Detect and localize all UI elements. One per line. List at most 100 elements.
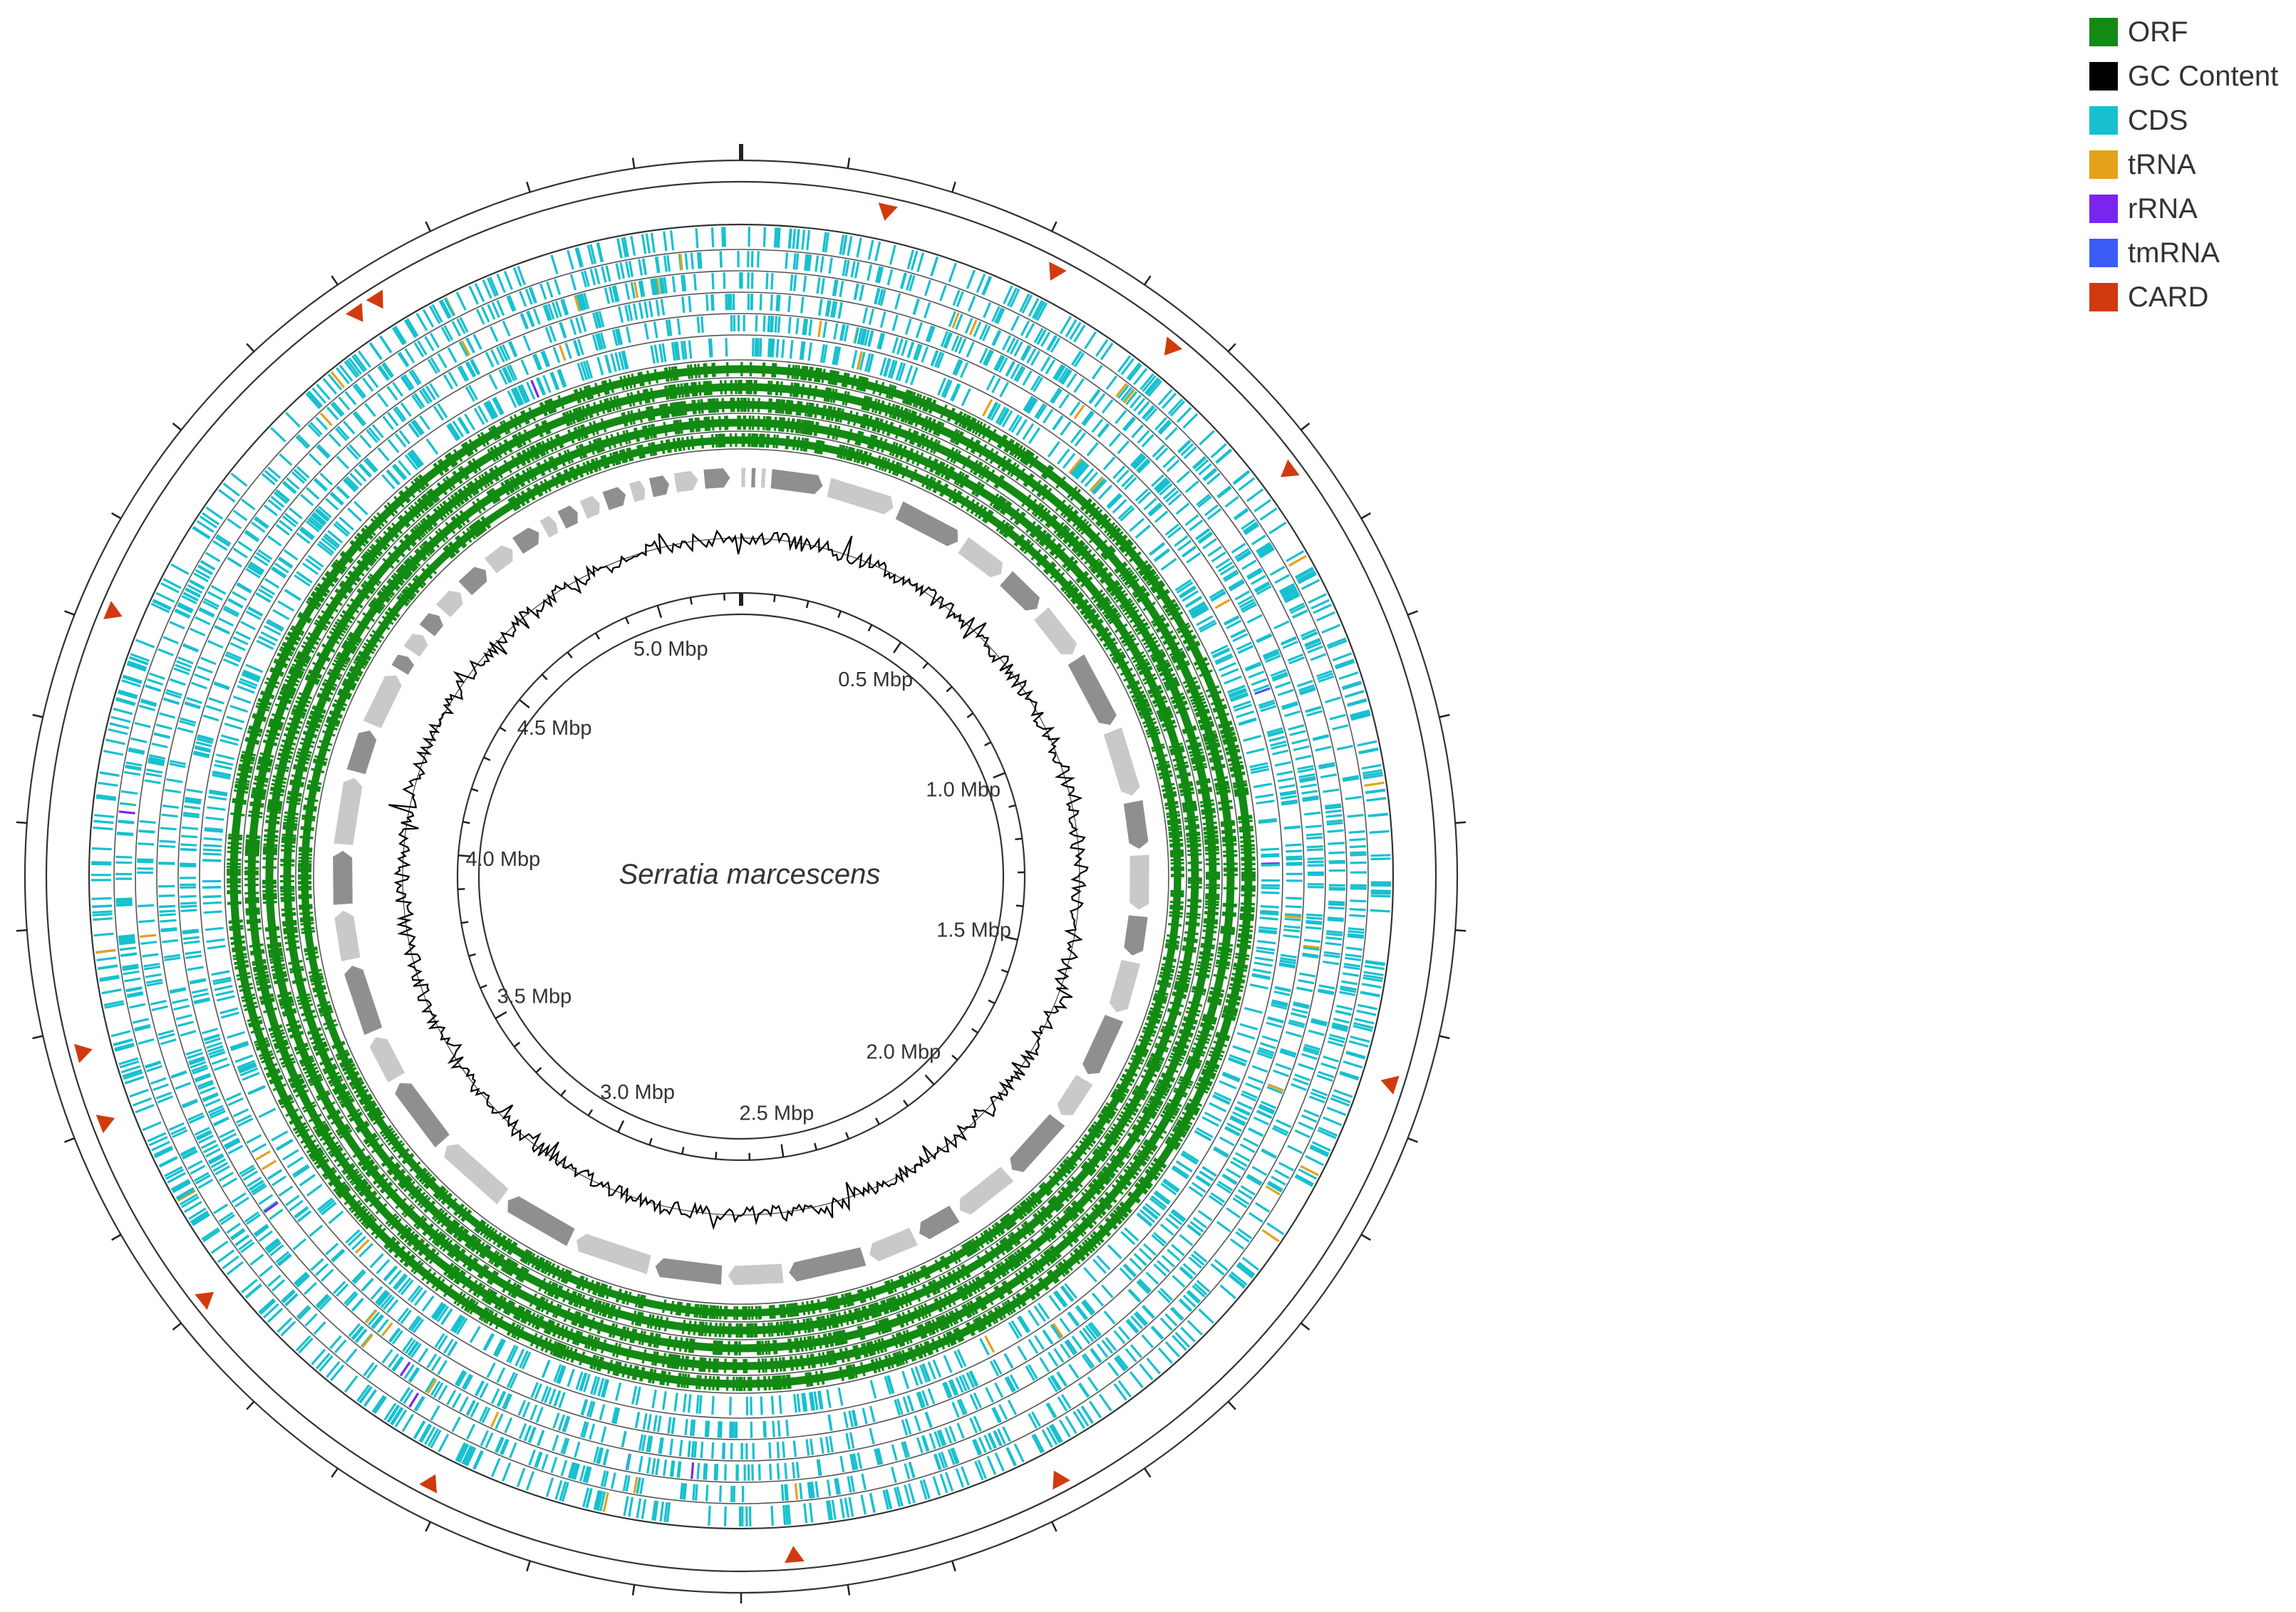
orf-feature [477,433,487,448]
orf-feature [341,1162,354,1174]
orf-feature [482,1309,492,1323]
cds-feature [1017,1345,1028,1361]
orf-feature [476,1284,486,1298]
cds-feature [1327,916,1345,921]
cds-feature [429,332,440,348]
cds-feature [1058,393,1070,409]
cds-feature [212,539,228,551]
orf-feature [1211,763,1226,770]
cds-feature [829,1435,834,1453]
orf-feature [693,363,698,378]
cds-feature [691,1441,695,1458]
orf-feature [1097,1225,1110,1237]
cds-feature [915,344,923,361]
cds-feature [365,1309,378,1324]
cds-feature [485,351,495,368]
cds-feature [529,1404,538,1421]
cds-feature [1279,1050,1296,1058]
cds-feature [1154,417,1168,431]
cds-feature [1246,488,1264,502]
cds-feature [789,340,794,359]
orf-feature [453,448,463,463]
cds-feature [220,1214,235,1226]
cds-feature [258,1194,274,1206]
cds-feature [185,1048,202,1056]
cds-feature [1270,565,1286,576]
orf-feature [1186,1060,1201,1068]
cds-feature [1145,1271,1159,1285]
orf-feature [1014,1272,1025,1286]
cds-feature [867,353,874,373]
orf-feature [1015,1293,1025,1307]
cds-feature [1075,464,1090,480]
cds-feature [222,658,239,667]
cds-feature [1125,391,1138,405]
cds-feature [1350,1035,1370,1043]
orf-feature [1104,549,1117,561]
cds-feature [261,1159,277,1171]
orf-feature [848,1365,854,1380]
cds-feature [1306,710,1323,717]
cds-feature [640,280,646,297]
cds-feature [775,339,780,358]
cds-feature [1295,567,1314,579]
cds-feature [756,338,760,357]
orf-feature [1101,546,1114,558]
cds-feature [224,1138,240,1148]
cds-feature [331,1249,344,1262]
cds-feature [455,1370,465,1385]
cds-feature [306,1184,323,1197]
cds-feature [591,334,599,351]
orf-feature [289,627,304,636]
cds-feature [244,1283,262,1298]
orf-feature [599,400,606,415]
cds-feature [271,1130,289,1142]
cds-feature [1033,1433,1045,1452]
orf-feature [552,1323,561,1338]
cds-feature [256,639,274,651]
orf-feature [907,1347,915,1362]
orf-feature [310,1150,324,1160]
cds-feature [464,413,476,431]
orf-feature [494,1295,503,1309]
orf-feature [1226,995,1241,1001]
cds-feature [346,359,360,377]
cds-feature [1123,389,1136,404]
cds-feature [950,383,960,401]
cds-feature [679,253,683,271]
orf-feature [1222,839,1237,843]
orf-feature [1077,1244,1090,1257]
orf-feature [1201,1070,1216,1078]
orf-feature [1194,1085,1209,1094]
cds-feature [1232,1197,1248,1209]
cds-feature [139,820,156,824]
orf-feature [1179,629,1194,639]
cds-feature [696,1462,700,1479]
cds-feature [1192,455,1206,469]
cds-feature [681,1483,686,1500]
cds-feature [1333,1018,1350,1024]
cds-feature [403,1389,414,1405]
cds-feature [1198,463,1212,476]
cds-feature [162,804,180,809]
orf-feature [252,964,267,970]
cds-feature [948,1380,957,1396]
cds-feature [833,279,839,296]
cds-feature [267,619,284,630]
orf-feature [971,440,981,455]
cds-feature [296,434,311,448]
orf-feature [984,1291,994,1306]
orf-feature [1193,656,1208,666]
orf-feature [593,401,600,416]
cds-feature [628,260,634,277]
cds-feature [1280,791,1297,797]
cds-feature [232,591,247,601]
cds-feature [1361,764,1382,770]
cds-feature [908,1462,916,1479]
orf-feature [280,1100,295,1109]
orf-feature [1178,1078,1193,1087]
cds-feature [943,1355,953,1373]
cds-feature [130,653,150,662]
cds-feature [490,326,499,342]
cds-feature [956,1422,965,1439]
